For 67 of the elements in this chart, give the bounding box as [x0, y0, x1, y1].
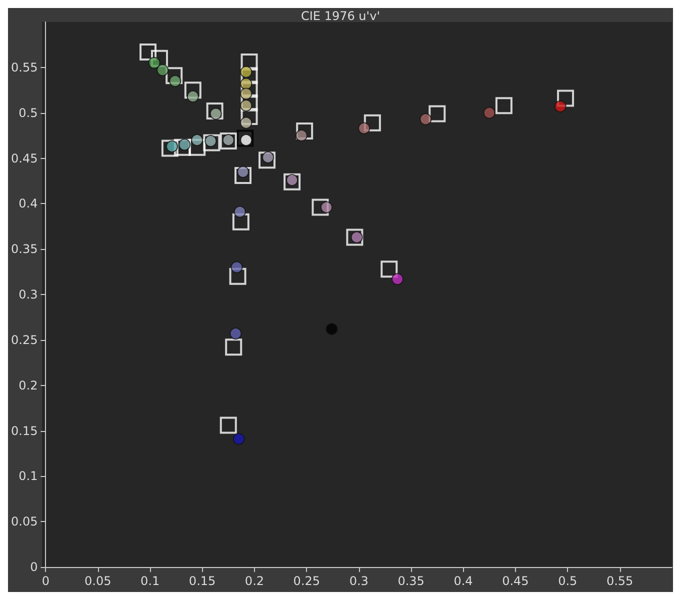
y-tick-label: 0.15 — [11, 424, 38, 438]
point — [225, 338, 242, 356]
y-tick-label: 0.1 — [18, 469, 38, 484]
point — [234, 206, 246, 218]
y-tick-label: 0.5 — [18, 106, 38, 120]
point — [161, 140, 178, 157]
point — [554, 100, 566, 112]
point — [240, 67, 258, 84]
y-tick-label: 0.3 — [18, 288, 38, 302]
point — [188, 138, 206, 156]
point — [358, 122, 370, 134]
point — [240, 53, 258, 70]
point — [557, 90, 574, 107]
y-tick-label: 0.35 — [11, 242, 38, 256]
point — [483, 106, 496, 119]
x-tick-label: 0.2 — [244, 574, 264, 588]
x-tick-label: 0.25 — [293, 574, 320, 588]
point — [174, 138, 191, 156]
point — [230, 328, 242, 340]
y-tick-label: 0 — [30, 560, 38, 574]
chart-title: CIE 1976 u'v' — [301, 9, 380, 23]
x-tick-label: 0 — [42, 574, 50, 588]
x-tick-label: 0.3 — [349, 574, 368, 588]
point — [203, 134, 220, 152]
point — [326, 323, 338, 336]
point — [156, 64, 169, 76]
point — [229, 268, 246, 285]
x-tick-label: 0.05 — [84, 574, 112, 588]
x-tick-label: 0.1 — [140, 574, 160, 588]
x-tick-label: 0.45 — [502, 574, 529, 588]
point — [232, 213, 250, 230]
point — [184, 82, 202, 99]
point — [420, 113, 432, 126]
point — [380, 260, 398, 278]
point — [206, 102, 224, 120]
point — [258, 152, 276, 169]
x-tick-label: 0.55 — [606, 574, 634, 588]
y-tick-label: 0.2 — [18, 378, 38, 392]
point — [296, 122, 314, 140]
y-tick-label: 0.45 — [11, 151, 38, 166]
y-tick-label: 0.4 — [18, 196, 38, 211]
point — [140, 43, 157, 60]
x-tick-label: 0.35 — [398, 574, 424, 588]
point — [346, 228, 364, 246]
y-tick-label: 0.05 — [11, 514, 38, 529]
point — [364, 114, 381, 132]
point — [150, 50, 168, 67]
point — [232, 432, 245, 445]
point — [240, 108, 258, 125]
x-tick-label: 0.5 — [558, 574, 578, 588]
point — [428, 105, 446, 122]
point — [391, 273, 404, 286]
point — [284, 173, 301, 190]
point — [240, 94, 258, 112]
x-tick-label: 0.15 — [188, 574, 216, 588]
x-tick-label: 0.4 — [454, 574, 473, 588]
y-tick-label: 0.25 — [11, 332, 38, 347]
point — [240, 80, 258, 98]
point — [166, 67, 183, 84]
point — [234, 167, 252, 184]
point — [495, 97, 512, 114]
point — [312, 198, 329, 216]
point — [220, 132, 237, 150]
point — [191, 134, 204, 146]
point — [230, 261, 243, 274]
y-tick-label: 0.55 — [11, 60, 38, 74]
point — [220, 416, 237, 434]
